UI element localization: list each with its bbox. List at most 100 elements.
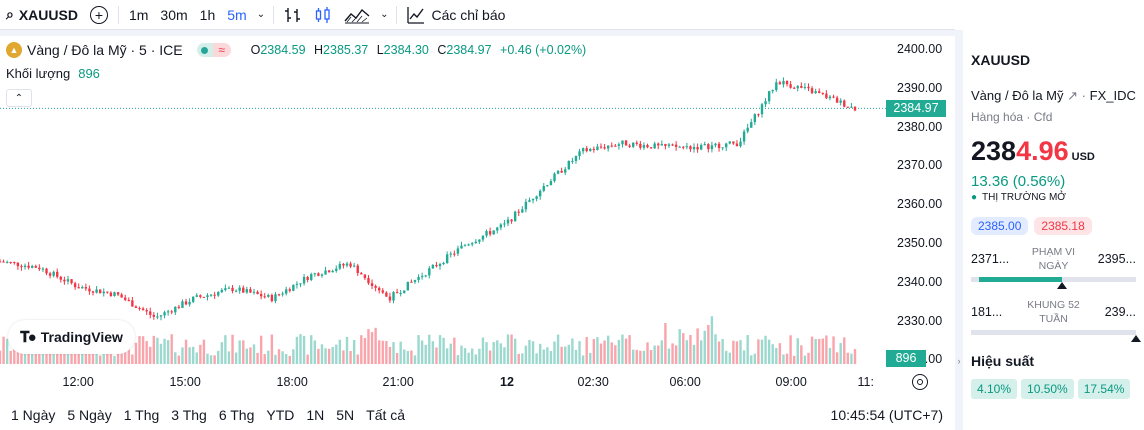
candle: [98, 289, 102, 294]
volume-bar: [174, 352, 177, 364]
collapse-legend-button[interactable]: ⌃: [6, 89, 32, 107]
chevron-right-icon[interactable]: ›: [957, 356, 961, 366]
range-all[interactable]: Tất cả: [366, 407, 406, 423]
timeframe-1h[interactable]: 1h: [199, 6, 216, 23]
candle: [0, 259, 2, 263]
candle: [70, 279, 73, 285]
volume-bar: [538, 343, 542, 364]
chevron-down-icon[interactable]: ⌄: [380, 9, 389, 20]
volume-bar: [843, 337, 846, 364]
candle: [653, 141, 656, 149]
candle: [191, 296, 195, 304]
panel-divider[interactable]: [955, 30, 963, 430]
range-5d[interactable]: 5 Ngày: [67, 407, 112, 423]
volume-bar: [832, 336, 835, 364]
panel-category: Hàng hóa · Cfd: [971, 110, 1053, 124]
range-3m[interactable]: 3 Thg: [171, 407, 207, 423]
candle: [689, 145, 692, 152]
change-value: +0.46 (+0.02%): [500, 43, 587, 57]
external-link-icon[interactable]: ↗: [1067, 88, 1079, 103]
timezone-clock[interactable]: 10:45:54 (UTC+7): [830, 407, 943, 423]
panel-description-text[interactable]: Vàng / Đô la Mỹ: [971, 88, 1064, 103]
candle: [259, 290, 263, 300]
bar-chart-button[interactable]: [278, 0, 308, 30]
candle: [324, 266, 327, 275]
volume-bar: [689, 335, 692, 364]
settings-icon[interactable]: [912, 374, 928, 390]
volume-bar: [188, 347, 191, 364]
panel-change: 13.36 (0.56%): [971, 173, 1066, 190]
compare-button[interactable]: +: [84, 0, 114, 30]
range-6m[interactable]: 6 Thg: [218, 407, 255, 423]
candle: [592, 146, 596, 153]
volume-bar: [306, 354, 309, 364]
candle: [224, 284, 227, 292]
candle: [624, 140, 628, 146]
timeframe-5m[interactable]: 5m: [227, 6, 247, 23]
volume-bar: [195, 352, 198, 364]
search-icon: ⌕: [6, 6, 14, 22]
candle: [506, 216, 510, 227]
candle: [120, 292, 123, 298]
series-legend: ▲ Vàng / Đô la Mỹ · 5 · ICE ≈ O2384.59 H…: [6, 42, 591, 58]
week-high: 239...: [1104, 305, 1136, 319]
volume-bar: [445, 348, 449, 364]
volume-bar: [0, 350, 2, 364]
candle: [714, 142, 717, 148]
candles-button[interactable]: [308, 0, 338, 30]
candle: [567, 160, 571, 170]
candle: [73, 281, 77, 290]
price-chart[interactable]: [0, 36, 955, 400]
volume-bar: [517, 353, 520, 364]
range-ytd[interactable]: YTD: [266, 407, 295, 423]
timeframe-1m[interactable]: 1m: [128, 6, 149, 23]
price-tick: 2330.00: [897, 313, 943, 328]
bars-icon: [285, 7, 301, 22]
volume-bar: [184, 339, 188, 364]
candle: [739, 137, 742, 148]
candle: [449, 251, 452, 258]
chevron-down-icon[interactable]: ⌄: [256, 9, 266, 20]
indicators-button[interactable]: Các chỉ báo: [401, 0, 511, 30]
volume-bar: [374, 327, 377, 364]
tradingview-logo[interactable]: 𝐓● TradingView: [8, 320, 135, 354]
candle: [84, 283, 88, 291]
candle: [796, 85, 799, 92]
candle: [424, 274, 427, 278]
volume-bar: [606, 335, 610, 364]
time-tick: 02:30: [577, 375, 609, 389]
candle: [843, 99, 846, 108]
volume-bar: [567, 344, 571, 364]
candle: [188, 298, 191, 307]
range-1m[interactable]: 1 Thg: [123, 407, 160, 423]
candle: [349, 261, 352, 269]
current-volume-tag: 896: [886, 350, 926, 367]
volume-bar: [764, 335, 767, 364]
volume-bar: [417, 335, 420, 364]
range-1y[interactable]: 1N: [306, 407, 325, 423]
candle: [810, 86, 814, 95]
ohlc-values: O2384.59 H2385.37 L2384.30 C2384.97 +0.4…: [251, 43, 592, 57]
candle: [657, 142, 660, 150]
timeframe-30m[interactable]: 30m: [160, 6, 188, 23]
volume-bar: [252, 344, 256, 364]
range-5y[interactable]: 5N: [336, 407, 355, 423]
close-label: C: [437, 43, 447, 57]
volume-bar: [739, 340, 742, 364]
volume-bar: [531, 341, 535, 364]
range-1d[interactable]: 1 Ngày: [11, 407, 56, 423]
candle: [335, 265, 338, 273]
candle: [807, 83, 810, 92]
volume-bar: [274, 354, 277, 364]
area-chart-button[interactable]: [338, 0, 376, 30]
candle: [528, 197, 531, 203]
volume-bar: [191, 346, 195, 364]
volume-bar: [807, 352, 810, 364]
candle: [803, 83, 807, 90]
candle: [238, 285, 241, 294]
candle: [599, 143, 603, 149]
volume-bar: [728, 352, 731, 364]
symbol-search[interactable]: ⌕ XAUUSD: [0, 0, 84, 30]
candle: [614, 144, 617, 147]
volume-label: Khối lượng: [6, 66, 71, 81]
